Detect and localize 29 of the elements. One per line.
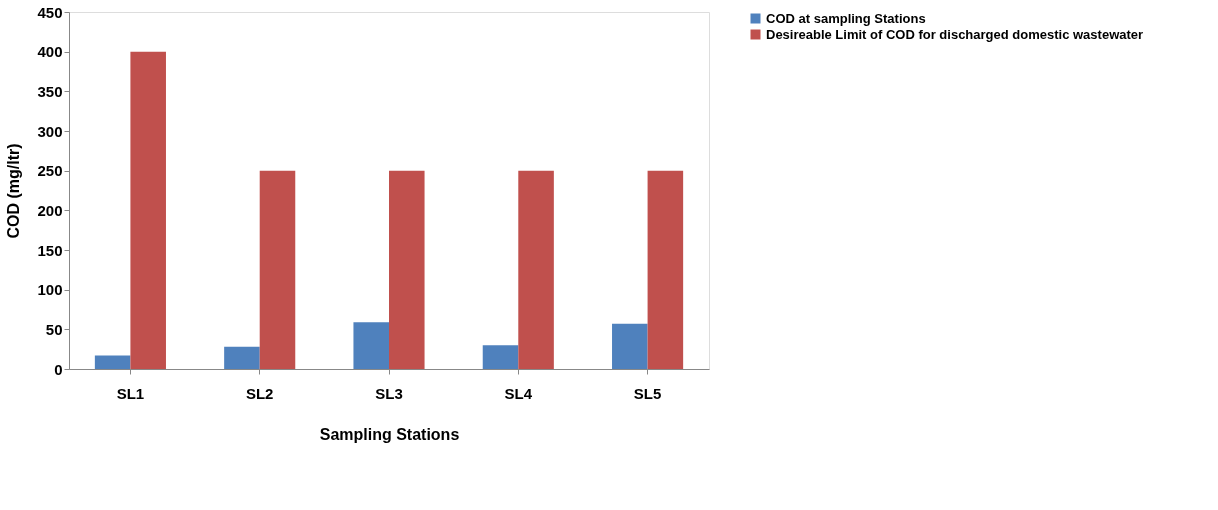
bar	[612, 323, 648, 369]
y-tick-label: 50	[45, 320, 63, 338]
x-tick-label: SL4	[504, 384, 533, 402]
y-tick-label: 450	[37, 3, 63, 21]
y-tick-label: 300	[37, 122, 63, 140]
x-tick-label: SL3	[375, 384, 403, 402]
bar	[94, 355, 131, 369]
y-tick-label: 150	[37, 241, 63, 259]
bar	[259, 170, 296, 369]
y-axis-title: COD (mg/ltr)	[5, 143, 23, 239]
bar	[224, 346, 260, 369]
y-tick-label: 400	[37, 43, 63, 61]
x-axis-title: Sampling Stations	[319, 425, 460, 443]
bar	[647, 170, 684, 369]
y-tick-label: 200	[37, 201, 63, 219]
bar	[518, 170, 554, 369]
bar	[130, 51, 166, 369]
y-tick-label: 250	[37, 162, 63, 180]
x-tick-label: SL1	[116, 384, 145, 402]
bar	[389, 170, 425, 369]
legend-label: Desireable Limit of COD for discharged domestic wastewater	[766, 26, 1144, 42]
y-tick-label: 350	[37, 82, 63, 100]
x-tick-label: SL2	[245, 384, 274, 402]
y-tick-label: 0	[54, 360, 63, 378]
legend-label: COD at sampling Stations	[766, 10, 926, 26]
y-tick-label: 100	[37, 281, 63, 299]
x-tick-label: SL5	[633, 384, 662, 402]
bar	[353, 322, 389, 369]
bar	[482, 345, 519, 369]
